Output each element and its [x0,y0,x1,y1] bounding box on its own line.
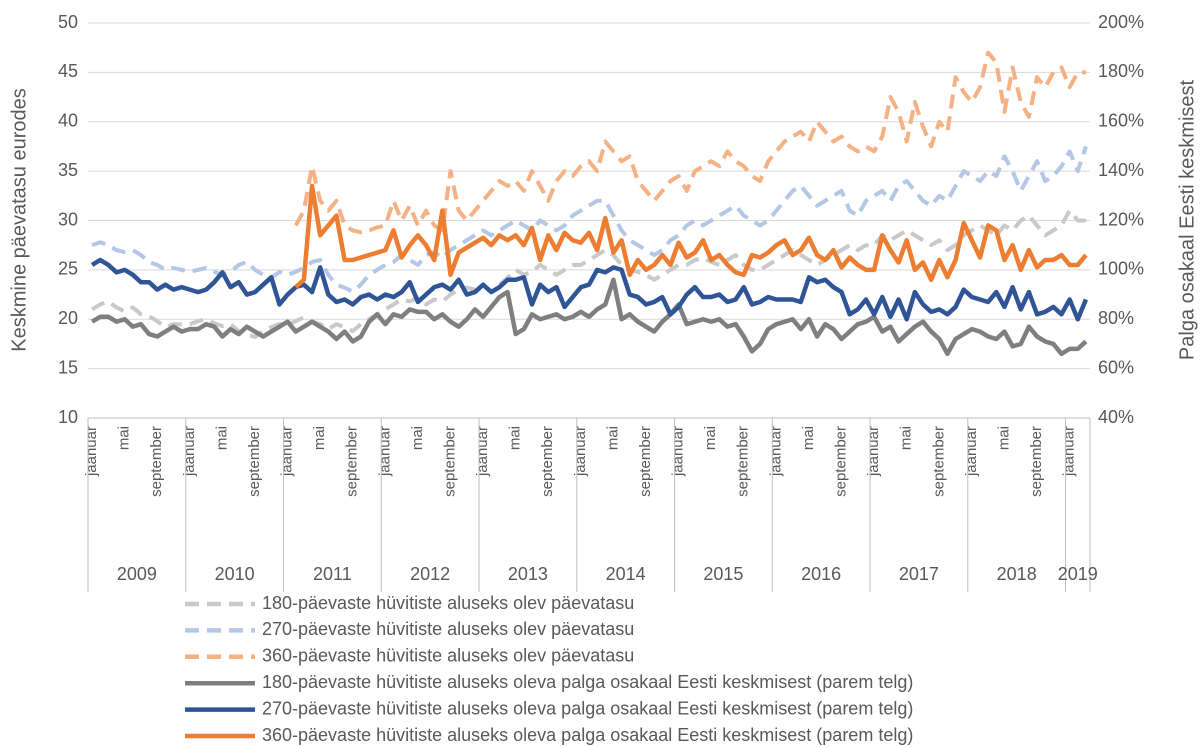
x-tick-label: september [930,426,947,497]
series-line [293,50,1086,235]
y2-tick-label: 160% [1098,111,1144,131]
series-line [90,277,1088,357]
x-tick-label: jaanuar [181,426,198,477]
year-label: 2009 [117,564,157,584]
year-label: 2011 [313,564,352,584]
x-tick-label: jaanuar [474,426,491,477]
x-tick-label: jaanuar [279,426,296,477]
x-tick-label: mai [116,426,133,450]
legend-label: 180-päevaste hüvitiste aluseks olev päev… [262,593,634,613]
year-label: 2017 [899,564,939,584]
x-tick-label: mai [311,426,328,450]
x-tick-label: jaanuar [1061,426,1078,477]
year-label: 2018 [997,564,1037,584]
x-tick-label: september [735,426,752,497]
year-label: 2012 [410,564,450,584]
year-label: 2015 [703,564,743,584]
y2-tick-label: 80% [1098,308,1134,328]
y2-tick-label: 100% [1098,259,1144,279]
series-line [91,145,1088,294]
legend-label: 360-päevaste hüvitiste aluseks olev päev… [262,646,634,666]
x-tick-label: mai [995,426,1012,450]
year-label: 2013 [508,564,548,584]
y-tick-label: 50 [58,12,78,32]
year-label: 2019 [1058,564,1098,584]
year-label: 2014 [606,564,646,584]
year-label: 2016 [801,564,841,584]
x-tick-label: mai [604,426,621,450]
y2-tick-label: 60% [1098,357,1134,377]
y2-tick-label: 200% [1098,12,1144,32]
x-tick-label: jaanuar [83,426,100,477]
x-tick-label: jaanuar [963,426,980,477]
series-line [294,183,1088,289]
y-tick-label: 35 [58,160,78,180]
y-axis-title: Keskmine päevatasu eurodes [8,88,30,352]
y2-axis-title: Palga osakaal Eesti keskmisest [1176,80,1198,361]
legend-label: 360-päevaste hüvitiste aluseks oleva pal… [262,725,913,745]
x-tick-label: jaanuar [572,426,589,477]
x-tick-label: september [539,426,556,497]
y2-tick-label: 120% [1098,209,1144,229]
y-tick-label: 20 [58,308,78,328]
legend-label: 270-päevaste hüvitiste aluseks olev päev… [262,619,634,639]
x-tick-label: september [246,426,263,497]
x-tick-label: september [833,426,850,497]
y-tick-label: 30 [58,209,78,229]
x-tick-label: mai [898,426,915,450]
y-tick-label: 10 [58,407,78,427]
y2-tick-label: 140% [1098,160,1144,180]
legend-label: 270-päevaste hüvitiste aluseks oleva pal… [262,698,913,718]
x-tick-label: september [441,426,458,497]
y-tick-label: 40 [58,111,78,131]
x-tick-label: jaanuar [865,426,882,477]
x-tick-label: jaanuar [376,426,393,477]
series-line [90,257,1089,322]
x-tick-label: jaanuar [767,426,784,477]
x-tick-label: mai [702,426,719,450]
x-tick-label: jaanuar [670,426,687,477]
year-label: 2010 [215,564,255,584]
x-tick-label: mai [507,426,524,450]
y-tick-label: 45 [58,61,78,81]
y2-tick-label: 180% [1098,61,1144,81]
x-tick-label: mai [213,426,230,450]
x-tick-label: mai [800,426,817,450]
y-tick-label: 15 [58,357,78,377]
x-tick-label: september [1028,426,1045,497]
x-tick-label: september [148,426,165,497]
y-tick-label: 25 [58,259,78,279]
x-tick-label: september [637,426,654,497]
x-tick-label: mai [409,426,426,450]
y2-tick-label: 40% [1098,407,1134,427]
x-tick-label: september [344,426,361,497]
legend-label: 180-päevaste hüvitiste aluseks oleva pal… [262,672,913,692]
